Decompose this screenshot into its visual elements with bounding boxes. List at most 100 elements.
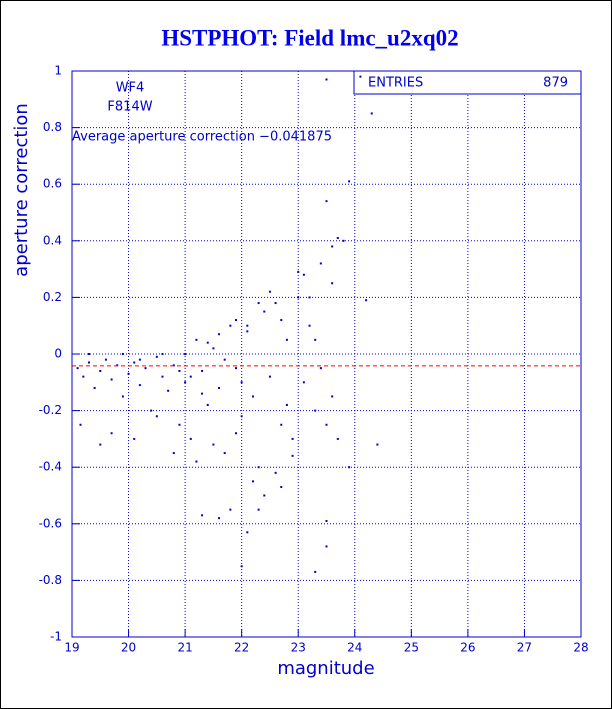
point — [274, 302, 277, 305]
x-tick-label: 26 — [460, 641, 475, 655]
point — [257, 466, 260, 469]
point — [240, 415, 243, 418]
point — [240, 381, 243, 384]
point — [178, 423, 181, 426]
y-axis-label: aperture correction — [11, 103, 32, 277]
point — [150, 409, 153, 412]
annotation: F814W — [107, 100, 152, 115]
point — [223, 358, 226, 361]
point — [195, 460, 198, 463]
y-tick-label: -0.2 — [39, 403, 62, 417]
point — [246, 531, 249, 534]
point — [127, 372, 130, 375]
point — [218, 333, 221, 336]
point — [155, 415, 158, 418]
point — [302, 273, 305, 276]
x-tick-label: 27 — [517, 641, 532, 655]
point — [285, 403, 288, 406]
point — [161, 375, 164, 378]
point — [87, 361, 90, 364]
point — [325, 519, 328, 522]
point — [359, 75, 362, 78]
point — [172, 452, 175, 455]
y-tick-label: -0.8 — [39, 573, 62, 587]
point — [235, 432, 238, 435]
point — [218, 517, 221, 520]
point — [178, 369, 181, 372]
point — [76, 367, 79, 370]
point — [99, 369, 102, 372]
point — [246, 324, 249, 327]
point — [336, 236, 339, 239]
point — [257, 508, 260, 511]
point — [133, 361, 136, 364]
point — [116, 364, 119, 367]
point — [331, 395, 334, 398]
x-tick-label: 21 — [177, 641, 192, 655]
point — [268, 290, 271, 293]
point — [79, 423, 82, 426]
stats-value: 879 — [543, 76, 568, 91]
x-tick-label: 28 — [573, 641, 588, 655]
point — [291, 454, 294, 457]
x-axis-label: magnitude — [277, 658, 374, 679]
point — [121, 353, 124, 355]
point — [365, 299, 368, 302]
point — [93, 386, 96, 389]
point — [302, 381, 305, 384]
x-tick-label: 22 — [234, 641, 249, 655]
point — [325, 200, 328, 203]
point — [155, 355, 158, 358]
x-tick-label: 24 — [347, 641, 362, 655]
point — [184, 381, 187, 384]
point — [201, 392, 204, 395]
point — [212, 347, 215, 350]
y-tick-label: 0 — [54, 347, 62, 361]
point — [218, 386, 221, 389]
point — [104, 358, 107, 361]
x-tick-label: 25 — [404, 641, 419, 655]
point — [319, 262, 322, 265]
stats-label: ENTRIES — [368, 76, 423, 91]
point — [291, 437, 294, 440]
x-tick-label: 23 — [291, 641, 306, 655]
y-tick-label: -0.4 — [39, 460, 62, 474]
point — [297, 270, 300, 273]
y-tick-label: -1 — [50, 630, 62, 644]
point — [246, 330, 249, 333]
point — [121, 395, 124, 398]
x-tick-label: 19 — [64, 641, 79, 655]
point — [138, 384, 141, 387]
point — [314, 338, 317, 341]
point — [308, 296, 311, 299]
y-tick-label: 0.4 — [43, 233, 62, 247]
point — [201, 369, 204, 372]
y-tick-label: 1 — [54, 64, 62, 78]
point — [331, 282, 334, 285]
point — [370, 112, 373, 115]
point — [280, 319, 283, 322]
y-tick-label: 0.2 — [43, 290, 62, 304]
point — [274, 471, 277, 474]
point — [348, 180, 351, 183]
y-tick-label: -0.6 — [39, 516, 62, 530]
point — [280, 486, 283, 489]
point — [133, 437, 136, 440]
point — [325, 423, 328, 426]
point — [308, 324, 311, 327]
point — [314, 409, 317, 412]
point — [336, 437, 339, 440]
y-tick-label: 0.8 — [43, 120, 62, 134]
point — [297, 296, 300, 299]
point — [206, 403, 209, 406]
point — [285, 338, 288, 341]
point — [251, 480, 254, 483]
point — [263, 310, 266, 313]
point — [268, 375, 271, 378]
point — [87, 353, 90, 355]
point — [110, 378, 113, 381]
point — [240, 565, 243, 568]
point — [189, 375, 192, 378]
point — [195, 338, 198, 341]
point — [331, 245, 334, 248]
